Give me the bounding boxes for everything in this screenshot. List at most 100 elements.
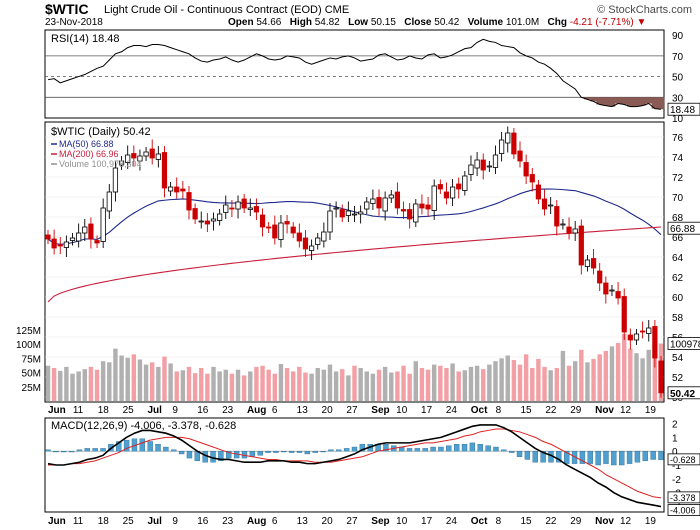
candle-body (321, 231, 327, 242)
candle-body (106, 191, 112, 212)
volume-bar (290, 371, 296, 401)
x-axis-label: 19 (645, 516, 657, 527)
ma200-line (47, 226, 662, 303)
volume-bar (58, 370, 63, 401)
macd-histogram-bar (587, 450, 593, 464)
volume-bar (162, 356, 167, 401)
volume-bar (303, 372, 308, 401)
price-tick-label: 52 (672, 373, 684, 384)
price-tick-label: 54 (672, 353, 684, 364)
volume-bar (450, 363, 455, 401)
candle-body (118, 160, 125, 166)
candle-body (327, 210, 333, 233)
volume-bar (217, 371, 222, 401)
price-tick-label: 60 (672, 293, 684, 304)
volume-bar (333, 371, 339, 401)
candle-body (431, 185, 437, 211)
x-axis-label: 10 (396, 405, 408, 416)
volume-bar (150, 362, 155, 401)
x-axis-label: 8 (496, 405, 502, 416)
volume-bar (493, 361, 498, 401)
volume-bar (591, 358, 596, 401)
volume-bar (585, 362, 590, 401)
price-last-value: 100978304 (670, 340, 700, 351)
candle-body (51, 238, 57, 249)
symbol-title: $WTIC (45, 1, 89, 17)
macd-tick-label: 1 (672, 433, 678, 444)
volume-bar (609, 346, 615, 401)
volume-bar (248, 371, 253, 401)
macd-histogram-bar (328, 449, 334, 452)
macd-histogram-bar (343, 448, 350, 452)
volume-bar (407, 373, 412, 401)
candle-body (413, 203, 419, 223)
macd-histogram-bar (595, 450, 601, 466)
macd-histogram-bar (658, 450, 664, 461)
candle-body (400, 209, 407, 212)
macd-histogram-bar (171, 449, 177, 452)
candle-body (376, 197, 382, 209)
candle-body (658, 360, 664, 394)
volume-bar (211, 366, 216, 401)
volume-bar (419, 368, 425, 401)
price-last-value: 66.88 (670, 224, 695, 235)
macd-histogram-bar (516, 450, 523, 457)
candle-body (535, 184, 542, 200)
macd-histogram-bar (563, 450, 570, 464)
macd-last-value-box (667, 491, 700, 504)
macd-histogram-bar (273, 450, 279, 453)
open-value: 54.66 (256, 17, 282, 28)
volume-tick-label: 125M (16, 326, 41, 337)
legend-entry: MA(50) 66.88 (59, 139, 114, 149)
macd-histogram-bar (304, 450, 311, 455)
macd-histogram-bar (163, 446, 169, 452)
macd-last-value-box (667, 453, 700, 466)
candle-body (57, 244, 63, 247)
candle-body (462, 175, 468, 191)
high-value: 54.82 (314, 17, 340, 28)
candle-body (100, 207, 106, 242)
macd-histogram-bar (53, 450, 59, 453)
volume-bar (321, 369, 327, 401)
macd-histogram-bar (61, 450, 67, 453)
volume-bar (235, 369, 241, 401)
x-axis-label: 29 (570, 516, 582, 527)
x-axis-label: Oct (471, 516, 488, 527)
macd-histogram-bar (501, 449, 507, 452)
low-value: 50.15 (370, 17, 396, 28)
macd-histogram-bar (430, 446, 436, 452)
x-axis-label: Jul (147, 405, 162, 416)
x-axis-label: Nov (595, 405, 614, 416)
macd-histogram-bar (626, 450, 633, 464)
volume-bar (615, 342, 621, 401)
candle-body (272, 224, 278, 239)
macd-histogram-bar (446, 445, 452, 452)
macd-histogram-bar (147, 441, 153, 452)
candle-body (382, 197, 388, 212)
macd-last-value: -0.628 (670, 455, 696, 465)
candle-body (82, 226, 88, 234)
volume-bar (652, 350, 658, 401)
candle-body (131, 153, 137, 159)
candle-body (112, 167, 119, 193)
chart-date: 23-Nov-2018 (45, 17, 103, 28)
candle-body (247, 207, 253, 210)
volume-bar (487, 364, 492, 401)
instrument-name-text: Light Crude Oil - Continuous Contract (E… (104, 4, 322, 16)
instrument-name: Light Crude Oil - Continuous Contract (E… (104, 4, 349, 16)
volume-bar (579, 349, 584, 401)
volume-bar (597, 354, 602, 401)
rsi-tick-label: 50 (672, 73, 684, 84)
volume-bar (542, 366, 547, 401)
volume-bar (76, 371, 81, 401)
x-axis-label: 19 (645, 405, 657, 416)
macd-histogram-bar (288, 450, 295, 453)
macd-histogram-bar (45, 449, 51, 452)
volume-bar (634, 353, 639, 401)
volume-bar (413, 361, 419, 401)
macd-histogram-bar (556, 450, 562, 463)
macd-last-value: -4.006 (670, 506, 696, 516)
volume-bar (70, 373, 75, 401)
volume-bar (560, 350, 566, 401)
x-axis-label: 25 (123, 516, 135, 527)
